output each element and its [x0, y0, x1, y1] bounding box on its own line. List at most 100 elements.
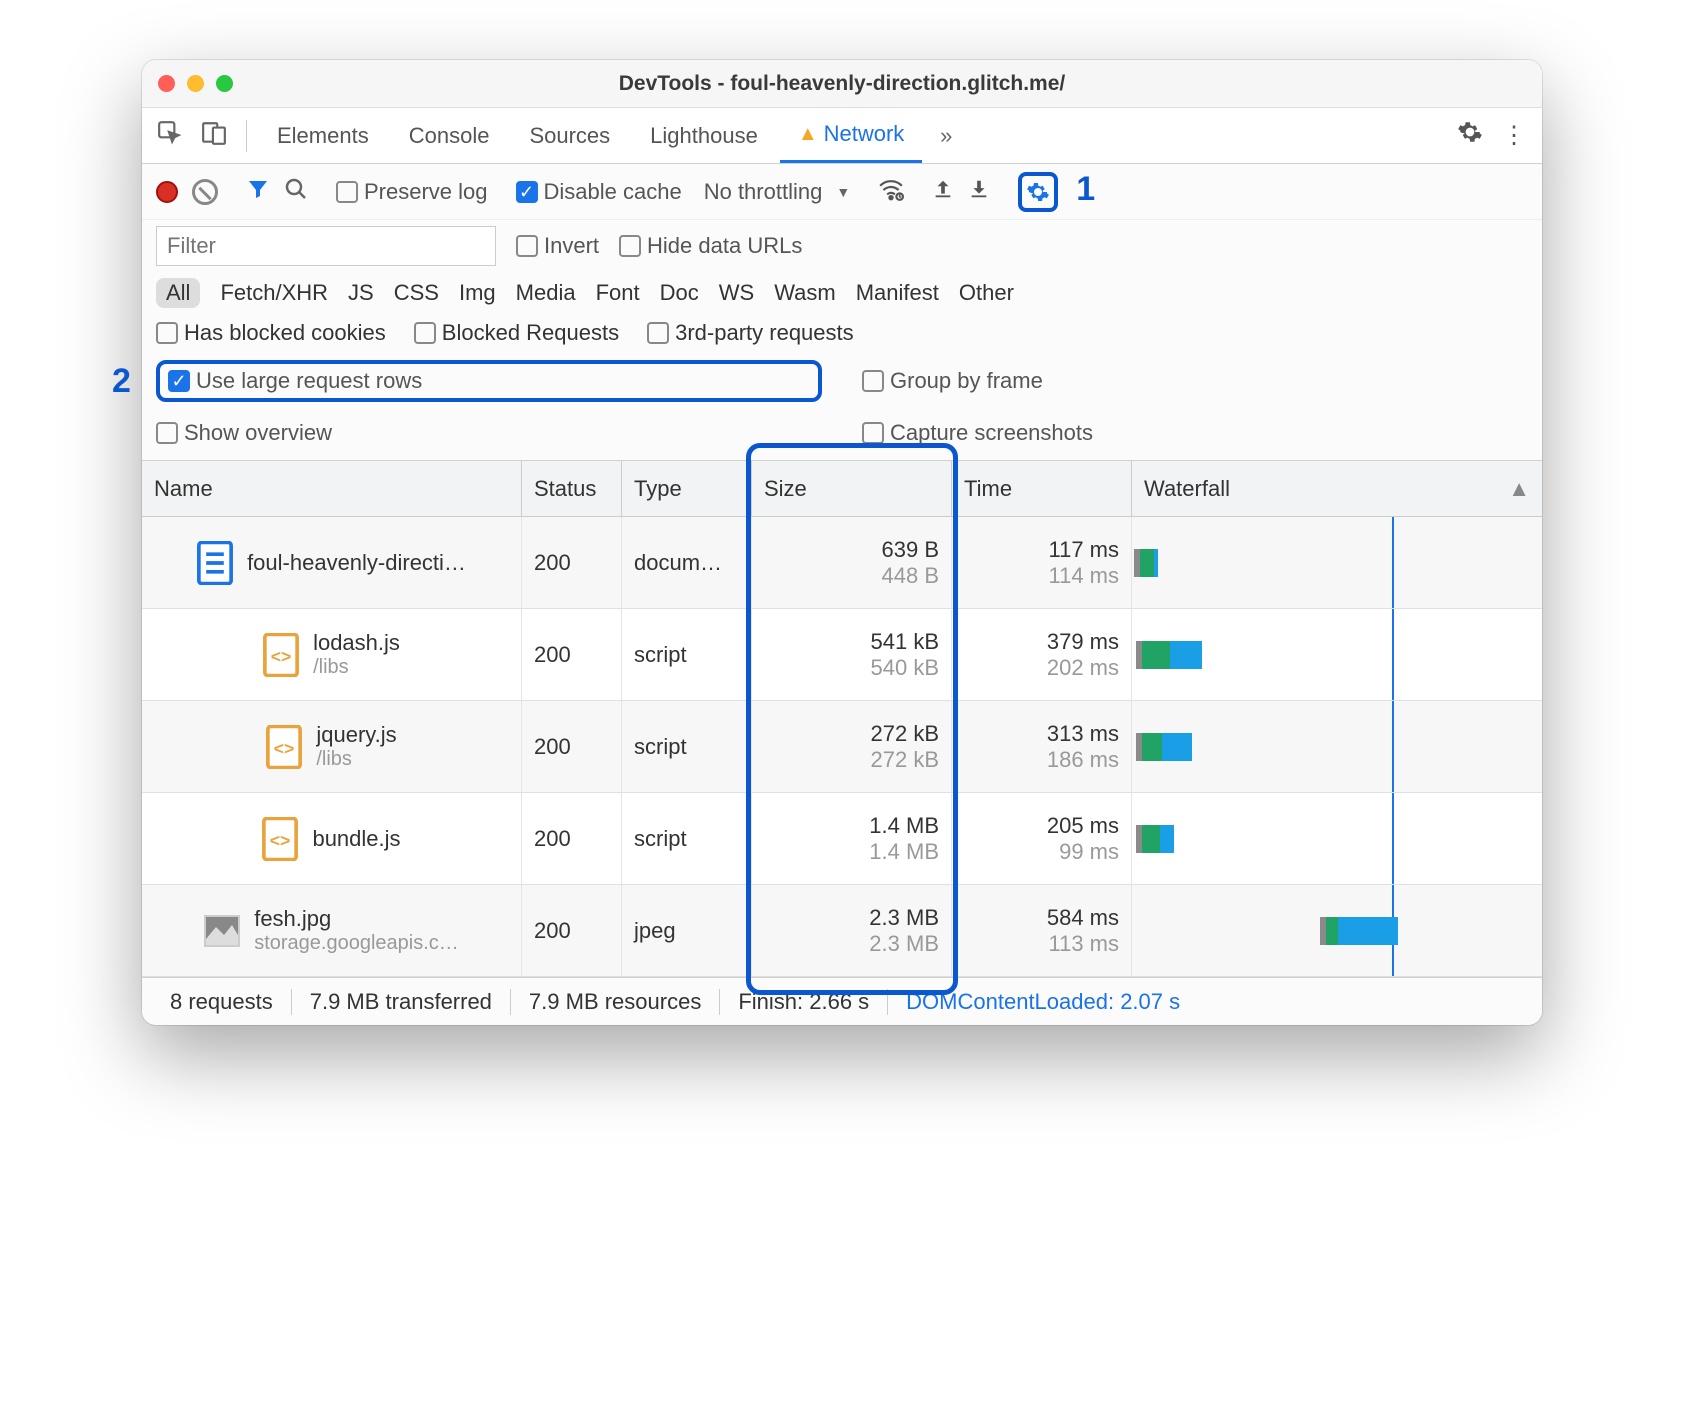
clear-button[interactable] — [192, 179, 218, 205]
group-by-frame-checkbox[interactable]: Group by frame — [862, 360, 1528, 402]
status-cell: 200 — [522, 517, 622, 608]
preserve-log-checkbox[interactable]: Preserve log — [336, 179, 488, 205]
annotation-2: 2 — [112, 362, 131, 401]
size-cell: 272 kB272 kB — [752, 701, 952, 792]
status-dcl: DOMContentLoaded: 2.07 s — [888, 989, 1198, 1015]
size-cell: 2.3 MB2.3 MB — [752, 885, 952, 976]
hide-data-urls-checkbox[interactable]: Hide data URLs — [619, 233, 802, 259]
third-party-checkbox[interactable]: 3rd-party requests — [647, 320, 854, 346]
svg-text:<>: <> — [274, 738, 295, 758]
type-filter-wasm[interactable]: Wasm — [774, 280, 836, 306]
waterfall-cell — [1132, 517, 1542, 608]
type-filter-all[interactable]: All — [156, 278, 200, 308]
blocked-requests-checkbox[interactable]: Blocked Requests — [414, 320, 619, 346]
invert-checkbox[interactable]: Invert — [516, 233, 599, 259]
network-toolbar: Preserve log ✓Disable cache No throttlin… — [142, 164, 1542, 220]
type-filter-css[interactable]: CSS — [394, 280, 439, 306]
type-filter-media[interactable]: Media — [516, 280, 576, 306]
col-status[interactable]: Status — [522, 461, 622, 516]
time-cell: 313 ms186 ms — [952, 701, 1132, 792]
col-size[interactable]: Size — [752, 461, 952, 516]
tab-console[interactable]: Console — [391, 108, 508, 163]
filter-input[interactable] — [156, 226, 496, 266]
table-row[interactable]: <>bundle.js200script1.4 MB1.4 MB205 ms99… — [142, 793, 1542, 885]
status-cell: 200 — [522, 793, 622, 884]
status-requests: 8 requests — [152, 989, 292, 1015]
tab-elements[interactable]: Elements — [259, 108, 387, 163]
has-blocked-cookies-checkbox[interactable]: Has blocked cookies — [156, 320, 386, 346]
name-cell: fesh.jpgstorage.googleapis.c… — [142, 885, 522, 976]
time-cell: 584 ms113 ms — [952, 885, 1132, 976]
tab-lighthouse[interactable]: Lighthouse — [632, 108, 776, 163]
waterfall-cell — [1132, 885, 1542, 976]
search-icon[interactable] — [284, 177, 308, 207]
maximize-window-button[interactable] — [216, 75, 233, 92]
use-large-rows-checkbox[interactable]: ✓Use large request rows — [168, 368, 422, 394]
capture-screenshots-checkbox[interactable]: Capture screenshots — [862, 420, 1528, 446]
filter-icon[interactable] — [246, 177, 270, 207]
kebab-menu-icon[interactable]: ⋮ — [1494, 121, 1534, 150]
svg-text:<>: <> — [270, 830, 291, 850]
upload-har-icon[interactable] — [932, 178, 954, 206]
request-name: fesh.jpg — [254, 906, 459, 932]
type-cell: script — [622, 609, 752, 700]
close-window-button[interactable] — [158, 75, 175, 92]
type-filter-ws[interactable]: WS — [719, 280, 754, 306]
devtools-window: DevTools - foul-heavenly-direction.glitc… — [142, 60, 1542, 1025]
type-cell: script — [622, 793, 752, 884]
type-filter-fetch-xhr[interactable]: Fetch/XHR — [220, 280, 328, 306]
sort-icon: ▲ — [1508, 476, 1530, 502]
status-finish: Finish: 2.66 s — [720, 989, 888, 1015]
svg-text:<>: <> — [271, 646, 292, 666]
annotation-1: 1 — [1076, 170, 1095, 209]
request-name: jquery.js — [316, 722, 396, 748]
table-row[interactable]: <>jquery.js/libs200script272 kB272 kB313… — [142, 701, 1542, 793]
type-filter-img[interactable]: Img — [459, 280, 496, 306]
type-cell: jpeg — [622, 885, 752, 976]
filter-row: Invert Hide data URLs — [142, 220, 1542, 272]
device-toolbar-icon[interactable] — [194, 120, 234, 152]
minimize-window-button[interactable] — [187, 75, 204, 92]
col-waterfall[interactable]: Waterfall▲ — [1132, 461, 1542, 516]
table-row[interactable]: foul-heavenly-directi…200docum…639 B448 … — [142, 517, 1542, 609]
inspect-element-icon[interactable] — [150, 120, 190, 152]
window-title: DevTools - foul-heavenly-direction.glitc… — [142, 72, 1542, 96]
col-name[interactable]: Name — [142, 461, 522, 516]
show-overview-checkbox[interactable]: Show overview — [156, 420, 822, 446]
throttling-select[interactable]: No throttling▼ — [704, 179, 850, 205]
network-settings-grid: ✓Use large request rows Group by frame S… — [142, 352, 1542, 461]
request-path: storage.googleapis.c… — [254, 932, 459, 955]
type-filter-doc[interactable]: Doc — [660, 280, 699, 306]
table-body: foul-heavenly-directi…200docum…639 B448 … — [142, 517, 1542, 977]
disable-cache-checkbox[interactable]: ✓Disable cache — [516, 179, 682, 205]
type-filter-font[interactable]: Font — [596, 280, 640, 306]
table-row[interactable]: fesh.jpgstorage.googleapis.c…200jpeg2.3 … — [142, 885, 1542, 977]
panel-tabstrip: Elements Console Sources Lighthouse ▲Net… — [142, 108, 1542, 164]
name-cell: <>bundle.js — [142, 793, 522, 884]
use-large-rows-highlight: ✓Use large request rows — [156, 360, 822, 402]
waterfall-cell — [1132, 701, 1542, 792]
download-har-icon[interactable] — [968, 178, 990, 206]
col-time[interactable]: Time — [952, 461, 1132, 516]
tab-network[interactable]: ▲Network — [780, 108, 922, 163]
record-button[interactable] — [156, 181, 178, 203]
network-conditions-icon[interactable] — [878, 176, 904, 208]
status-resources: 7.9 MB resources — [511, 989, 720, 1015]
name-cell: foul-heavenly-directi… — [142, 517, 522, 608]
col-type[interactable]: Type — [622, 461, 752, 516]
request-path: /libs — [316, 748, 396, 771]
type-cell: script — [622, 701, 752, 792]
more-tabs-button[interactable]: » — [926, 123, 966, 149]
file-icon: <> — [263, 633, 299, 677]
type-filter-other[interactable]: Other — [959, 280, 1014, 306]
tab-sources[interactable]: Sources — [511, 108, 628, 163]
table-row[interactable]: <>lodash.js/libs200script541 kB540 kB379… — [142, 609, 1542, 701]
status-bar: 8 requests 7.9 MB transferred 7.9 MB res… — [142, 977, 1542, 1025]
warning-icon: ▲ — [798, 123, 818, 146]
name-cell: <> jquery.js/libs — [142, 701, 522, 792]
type-filter-manifest[interactable]: Manifest — [856, 280, 939, 306]
type-filter-js[interactable]: JS — [348, 280, 374, 306]
time-cell: 379 ms202 ms — [952, 609, 1132, 700]
network-settings-button[interactable] — [1018, 172, 1058, 212]
settings-gear-icon[interactable] — [1450, 119, 1490, 152]
